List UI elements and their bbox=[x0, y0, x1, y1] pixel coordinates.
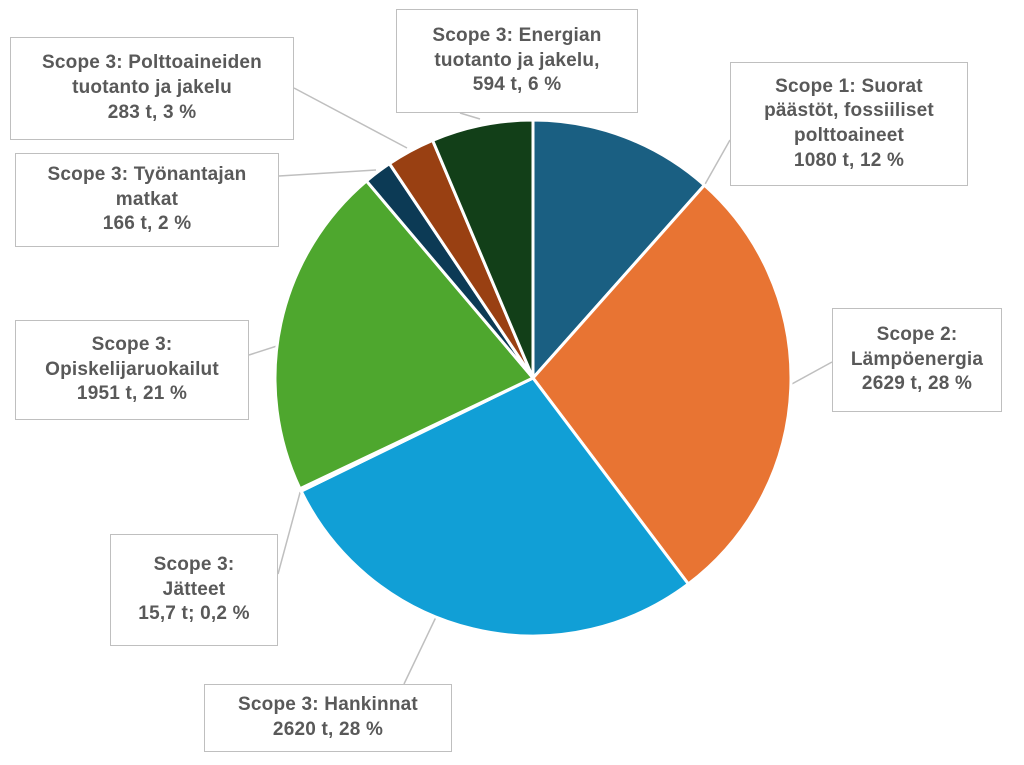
pie-slices bbox=[273, 118, 793, 638]
slice-label-line: 2629 t, 28 % bbox=[861, 373, 973, 395]
slice-label-line: 166 t, 2 % bbox=[102, 213, 192, 235]
leader-line-energia bbox=[459, 112, 481, 120]
slice-label-line: matkat bbox=[115, 188, 179, 210]
slice-label-line: 2620 t, 28 % bbox=[272, 719, 384, 740]
slice-label-line: Scope 3: bbox=[153, 553, 235, 575]
slice-label-line: Scope 2: bbox=[876, 323, 958, 345]
pie-slice-energia bbox=[431, 118, 535, 380]
slice-label-energia: Scope 3: Energian tuotanto ja jakelu, 594 … bbox=[396, 9, 638, 113]
slice-label-polttoaineet: Scope 3: Polttoaineiden tuotanto ja jakel… bbox=[10, 37, 294, 140]
pie-slice-hankinnat bbox=[299, 376, 690, 638]
pie-slice-scope1 bbox=[531, 118, 706, 380]
slice-label-line: Opiskelijaruokailut bbox=[45, 358, 219, 380]
slice-label-line: Scope 1: Suorat bbox=[775, 75, 923, 97]
slice-label-line: Jätteet bbox=[162, 578, 226, 600]
slice-label-jatteet: Scope 3: Jätteet 15,7 t; 0,2 % bbox=[110, 534, 278, 646]
slice-label-matkat: Scope 3: Työnantajan matkat 166 t, 2 % bbox=[15, 153, 279, 247]
slice-label-line: Scope 3: Työnantajan bbox=[47, 163, 247, 185]
leader-lines bbox=[248, 87, 833, 685]
slice-label-line: Scope 3: Hankinnat bbox=[238, 694, 418, 716]
leader-line-opiskelijaruokailut bbox=[248, 344, 281, 356]
pie-slice-scope2 bbox=[531, 183, 793, 586]
slice-label-scope2: Scope 2: Lämpöenergia 2629 t, 28 % bbox=[832, 308, 1002, 412]
leader-line-scope2 bbox=[789, 361, 833, 386]
slice-label-opiskelijaruokailut: Scope 3: Opiskelijaruokailut 1951 t, 21 % bbox=[15, 320, 249, 420]
slice-label-line: 594 t, 6 % bbox=[472, 74, 562, 96]
slice-label-scope1: Scope 1: Suorat päästöt, fossiiliset poltt… bbox=[730, 62, 968, 186]
leader-line-matkat bbox=[278, 169, 377, 177]
pie-slice-opiskelijaruokailut bbox=[273, 179, 535, 491]
slice-label-line: polttoaineet bbox=[793, 125, 905, 146]
leader-line-scope1 bbox=[703, 139, 731, 187]
slice-label-line: 15,7 t; 0,2 % bbox=[138, 603, 250, 625]
slice-label-line: 1080 t, 12 % bbox=[793, 149, 905, 171]
slice-label-line: Scope 3: bbox=[91, 333, 173, 355]
slice-label-line: Lämpöenergia bbox=[850, 348, 984, 370]
leader-line-hankinnat bbox=[403, 616, 437, 685]
slice-label-hankinnat: Scope 3: Hankinnat 2620 t, 28 % bbox=[204, 684, 452, 752]
leader-line-jatteet bbox=[277, 488, 302, 575]
slice-label-line: tuotanto ja jakelu bbox=[72, 77, 232, 99]
slice-label-line: Scope 3: Energian bbox=[432, 24, 602, 46]
slice-label-line: tuotanto ja jakelu, bbox=[434, 49, 600, 71]
leader-line-polttoaineet bbox=[293, 87, 408, 149]
slice-label-line: Scope 3: Polttoaineiden bbox=[42, 52, 262, 74]
slice-label-line: 1951 t, 21 % bbox=[76, 383, 188, 405]
slice-label-line: päästöt, fossiiliset bbox=[764, 100, 934, 122]
slice-label-line: 283 t, 3 % bbox=[107, 101, 197, 123]
